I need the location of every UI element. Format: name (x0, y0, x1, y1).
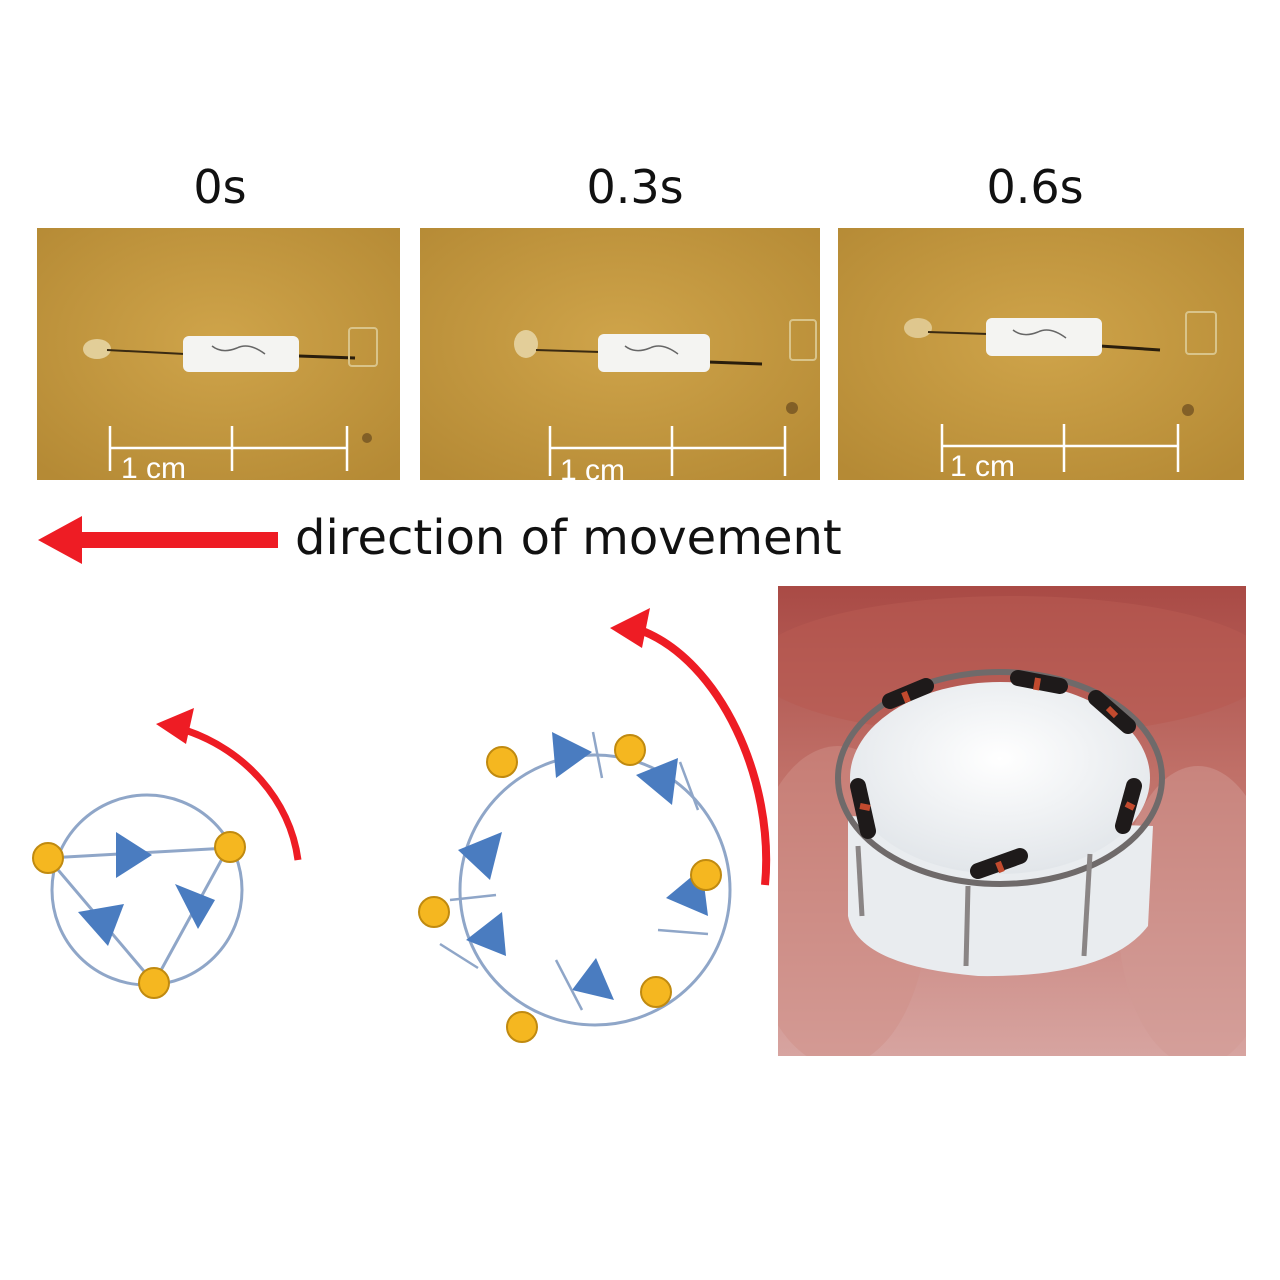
direction-label: direction of movement (295, 510, 842, 566)
node-dot-icon (690, 859, 722, 891)
scale-label-1: 1 cm (560, 454, 625, 480)
curved-rotation-arrow-icon (638, 626, 771, 886)
device-photo (778, 586, 1246, 1056)
node-dot-icon (640, 976, 672, 1008)
time-label-0: 0s (193, 160, 247, 214)
scale-label-0: 1 cm (121, 452, 186, 480)
node-dot-icon (214, 831, 246, 863)
diode-icon (572, 958, 614, 1000)
node-dot-icon (138, 967, 170, 999)
diode-icon (175, 884, 215, 929)
time-label-2: 0.6s (986, 160, 1084, 214)
node-dot-icon (506, 1011, 538, 1043)
diode-icon (552, 732, 592, 778)
node-dot-icon (486, 746, 518, 778)
video-frame-0: 1 cm (37, 228, 400, 480)
video-frame-2: 1 cm (838, 228, 1244, 480)
diode-icon (78, 904, 124, 946)
octagon-diode-ring-diagram (418, 608, 771, 1043)
video-frame-1: 1 cm (420, 228, 820, 480)
red-left-arrow-icon (38, 516, 278, 564)
time-label-1: 0.3s (586, 160, 684, 214)
diode-icon (116, 832, 152, 878)
triangle-diode-ring-diagram (32, 708, 302, 999)
diode-icon (636, 758, 678, 805)
node-dot-icon (32, 842, 64, 874)
scale-label-2: 1 cm (950, 450, 1015, 480)
curved-rotation-arrow-icon (183, 726, 302, 861)
node-dot-icon (614, 734, 646, 766)
diode-icon (466, 912, 506, 956)
diode-icon (458, 832, 502, 880)
node-dot-icon (418, 896, 450, 928)
